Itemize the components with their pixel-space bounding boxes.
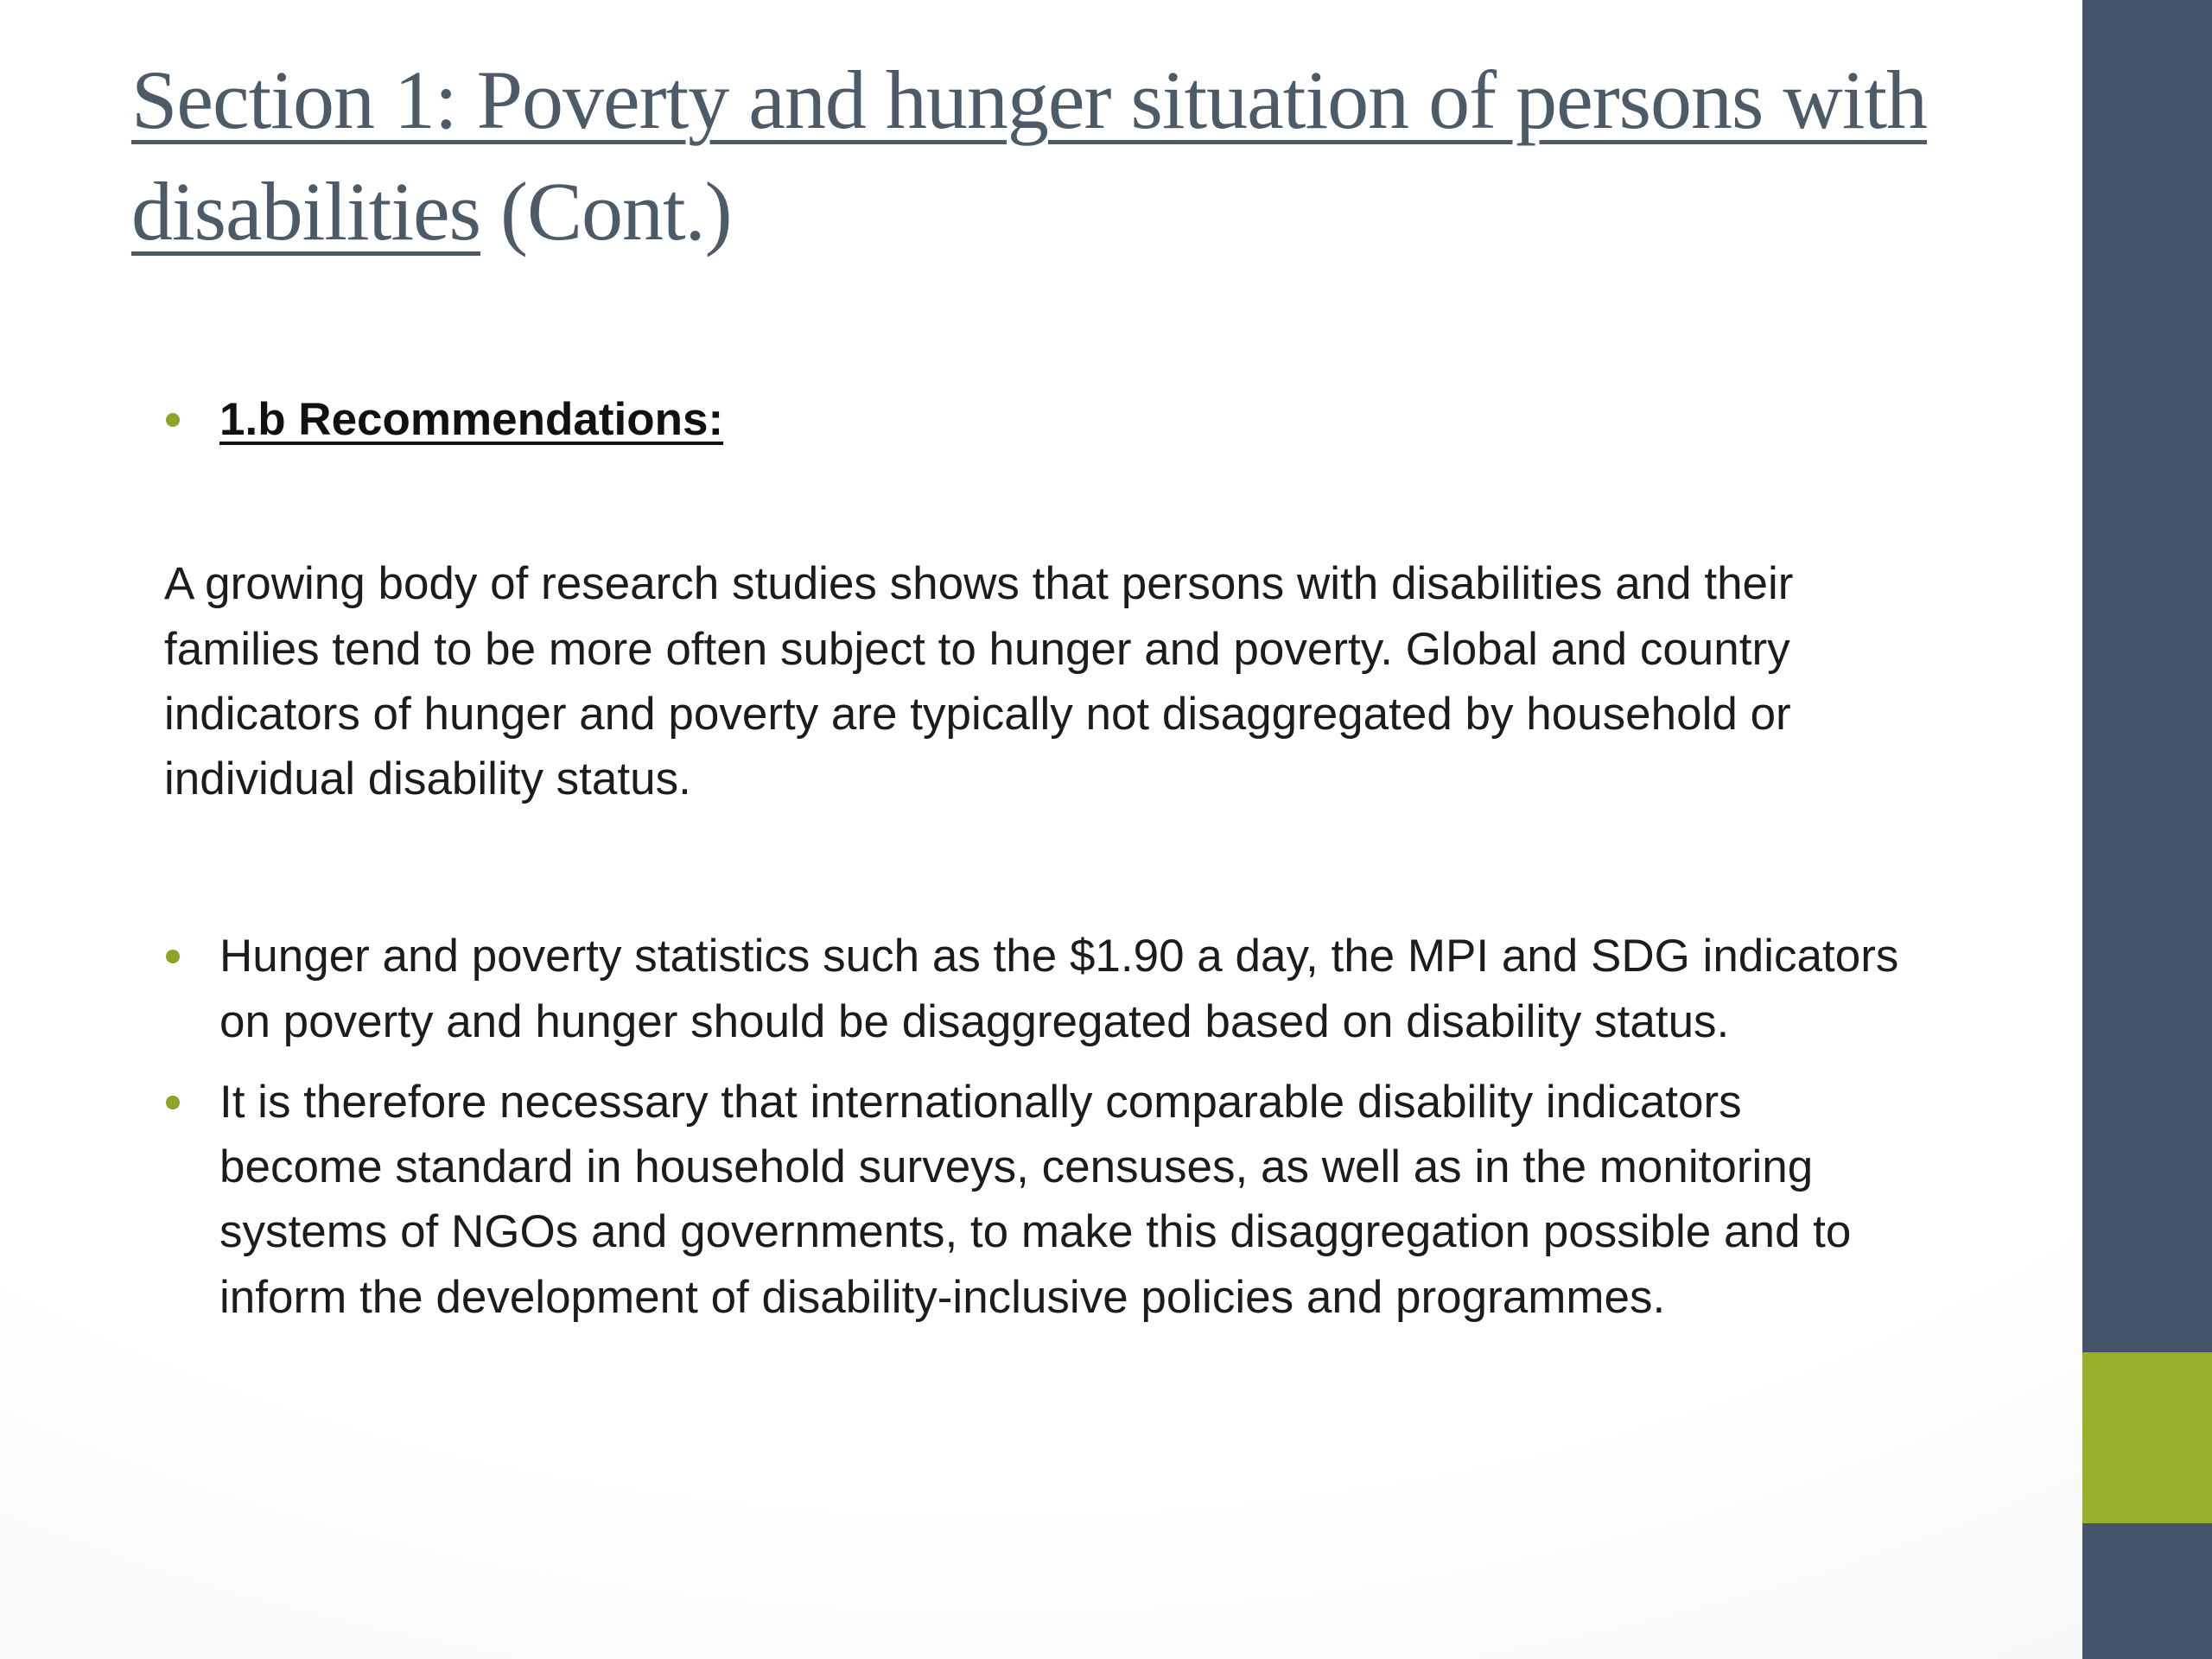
list-item: It is therefore necessary that internati… <box>164 1070 1979 1330</box>
recommendations-list: Hunger and poverty statistics such as th… <box>164 924 1979 1330</box>
slide-title-suffix: (Cont.) <box>480 164 733 257</box>
slide-title: Section 1: Poverty and hunger situation … <box>131 45 1955 267</box>
slide-title-main: Section 1: Poverty and hunger situation … <box>131 54 1928 257</box>
bullet-icon <box>166 413 180 427</box>
green-accent-block <box>2082 1352 2212 1523</box>
recommendations-heading-row: 1.b Recommendations: <box>164 387 1979 452</box>
slide-body: 1.b Recommendations: A growing body of r… <box>164 387 1979 1330</box>
list-item: Hunger and poverty statistics such as th… <box>164 924 1979 1054</box>
bullet-icon <box>166 1095 180 1109</box>
right-accent-bar <box>2082 0 2212 1659</box>
recommendations-heading: 1.b Recommendations: <box>219 394 724 445</box>
bullet-icon <box>166 950 180 964</box>
list-item-text: Hunger and poverty statistics such as th… <box>219 931 1899 1047</box>
intro-paragraph: A growing body of research studies shows… <box>164 558 1794 804</box>
list-item-text: It is therefore necessary that internati… <box>219 1076 1852 1323</box>
